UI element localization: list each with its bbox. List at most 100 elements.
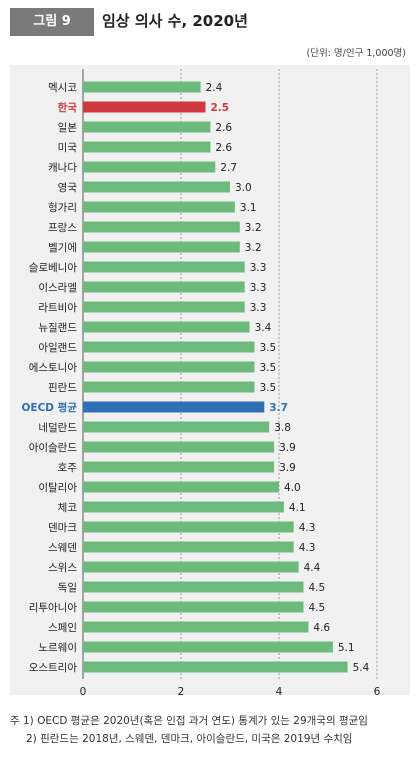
category-label: 이탈리아 — [38, 481, 77, 494]
bar — [83, 421, 270, 433]
category-label: 노르웨이 — [38, 642, 77, 654]
bar — [83, 461, 275, 473]
category-label: 덴마크 — [48, 522, 77, 534]
category-label: 캐나다 — [48, 162, 77, 174]
x-tick-label: 2 — [178, 686, 185, 695]
category-label: 독일 — [58, 581, 77, 594]
value-label: 3.3 — [250, 302, 267, 314]
footnotes: 주 1) OECD 평균은 2020년(혹은 인접 과거 연도) 통계가 있는 … — [10, 712, 414, 748]
category-label: 스위스 — [48, 561, 77, 574]
value-label: 4.3 — [299, 522, 316, 534]
category-label: 이스라엘 — [38, 281, 77, 294]
category-label: 슬로베니아 — [29, 262, 78, 274]
bar — [83, 301, 245, 313]
bar — [83, 401, 265, 413]
category-label: 에스토니아 — [29, 362, 78, 374]
bar — [83, 121, 211, 133]
bar — [83, 541, 294, 553]
category-label: 일본 — [58, 121, 78, 134]
chart-panel: 멕시코 2.4 한국 2.5 일본 2.6 미국 2.6 캐나다 2.7 영국 3.0 헝가리 3.1 프랑… — [10, 65, 410, 695]
value-label: 3.0 — [235, 182, 252, 194]
value-label: 4.5 — [309, 602, 326, 614]
unit-label: (단위: 명/인구 1,000명) — [306, 48, 407, 59]
category-label: 핀란드 — [48, 382, 77, 394]
value-label: 2.7 — [220, 162, 237, 174]
chart-title: 임상 의사 수, 2020년 — [102, 12, 248, 30]
value-label: 3.2 — [245, 242, 262, 254]
bar — [83, 161, 216, 173]
value-label: 4.3 — [299, 542, 316, 554]
value-label: 3.5 — [260, 382, 277, 394]
category-label: 아일랜드 — [38, 341, 77, 354]
category-label: 오스트리아 — [29, 662, 78, 674]
bar — [83, 181, 230, 193]
category-label: 한국 — [58, 101, 78, 114]
value-label: 5.4 — [353, 662, 370, 674]
value-label: 5.1 — [338, 642, 355, 654]
value-label: 3.9 — [279, 462, 296, 474]
bar — [83, 81, 201, 93]
category-label: OECD 평균 — [22, 401, 78, 414]
value-label: 2.6 — [215, 142, 232, 154]
x-tick-label: 6 — [374, 686, 381, 695]
value-label: 2.4 — [206, 82, 223, 94]
value-label: 3.1 — [240, 202, 257, 214]
bar — [83, 281, 245, 293]
bar-chart: 멕시코 2.4 한국 2.5 일본 2.6 미국 2.6 캐나다 2.7 영국 3.0 헝가리 3.1 프랑… — [22, 69, 381, 695]
value-label: 3.7 — [269, 402, 288, 414]
x-tick-label: 4 — [276, 686, 283, 695]
value-label: 3.3 — [250, 262, 267, 274]
bar — [83, 601, 304, 613]
value-label: 3.9 — [279, 442, 296, 454]
category-label: 라트비아 — [38, 302, 77, 314]
category-label: 아이슬란드 — [29, 442, 78, 454]
category-label: 헝가리 — [48, 202, 77, 214]
category-label: 벨기에 — [48, 242, 77, 254]
footnote-2: 2) 핀란드는 2018년, 스웨덴, 덴마크, 아이슬란드, 미국은 2019… — [26, 733, 353, 745]
bar — [83, 361, 255, 373]
value-label: 3.5 — [260, 362, 277, 374]
category-label: 뉴질랜드 — [38, 322, 77, 334]
bar — [83, 141, 211, 153]
bar — [83, 101, 206, 113]
bar — [83, 261, 245, 273]
value-label: 4.5 — [309, 582, 326, 594]
bar — [83, 241, 240, 253]
bar — [83, 621, 309, 633]
value-label: 3.3 — [250, 282, 267, 294]
category-label: 스페인 — [48, 622, 77, 634]
bar — [83, 381, 255, 393]
x-tick-label: 0 — [80, 686, 87, 695]
bar — [83, 581, 304, 593]
bar — [83, 221, 240, 233]
value-label: 2.6 — [215, 122, 232, 134]
bar — [83, 561, 299, 573]
bar — [83, 481, 279, 493]
bar — [83, 641, 333, 653]
value-label: 3.5 — [260, 342, 277, 354]
figure-label: 그림 9 — [10, 8, 94, 36]
value-label: 4.0 — [284, 482, 301, 494]
bar — [83, 441, 275, 453]
category-label: 네덜란드 — [38, 422, 77, 434]
value-label: 4.6 — [313, 622, 330, 634]
figure-header: 그림 9 임상 의사 수, 2020년 (단위: 명/인구 1,000명) — [0, 0, 420, 70]
value-label: 3.8 — [274, 422, 291, 434]
category-label: 미국 — [58, 142, 78, 154]
bar — [83, 501, 284, 513]
category-label: 멕시코 — [48, 82, 77, 94]
value-label: 4.4 — [304, 562, 321, 574]
value-label: 4.1 — [289, 502, 306, 514]
footnote-1: 주 1) OECD 평균은 2020년(혹은 인접 과거 연도) 통계가 있는 … — [10, 715, 368, 727]
bar — [83, 321, 250, 333]
bar — [83, 521, 294, 533]
value-label: 3.4 — [255, 322, 272, 334]
category-label: 체코 — [58, 502, 78, 514]
category-label: 영국 — [58, 182, 78, 194]
bar — [83, 661, 348, 673]
category-label: 프랑스 — [48, 222, 77, 234]
value-label: 3.2 — [245, 222, 262, 234]
bar — [83, 341, 255, 353]
category-label: 리투아니아 — [29, 602, 78, 614]
value-label: 2.5 — [211, 102, 230, 114]
